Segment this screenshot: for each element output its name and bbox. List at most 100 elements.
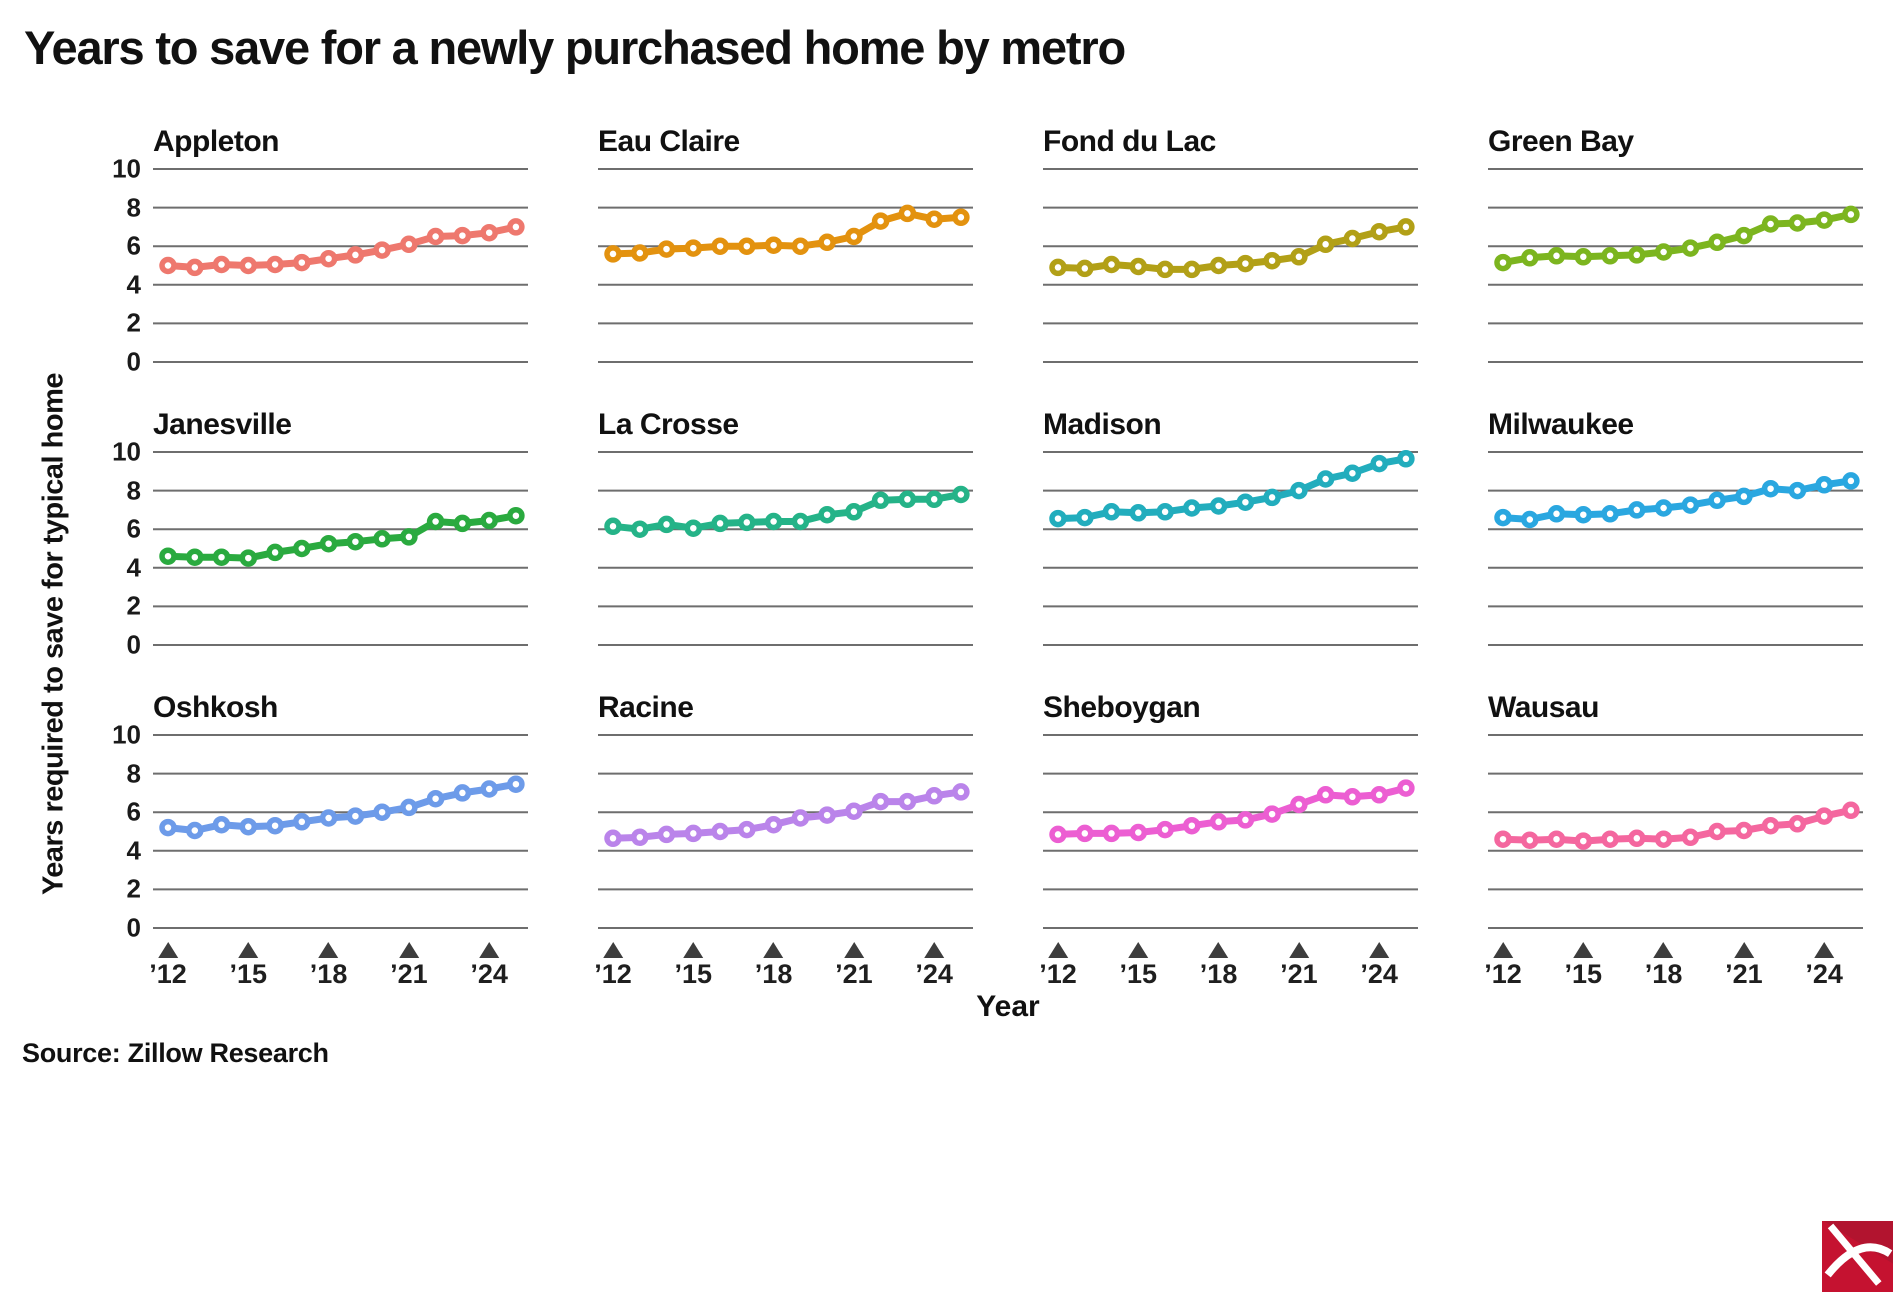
- x-tick-label: ’18: [754, 959, 793, 989]
- panel-title-green-bay: Green Bay: [1488, 125, 1634, 158]
- line-chart-milwaukee: [1488, 451, 1863, 646]
- data-point-2023: [1788, 214, 1807, 232]
- data-point-2023: [453, 226, 472, 245]
- data-point-2015: [684, 519, 703, 537]
- publisher-logo pickaxe-icon: [1822, 1221, 1893, 1292]
- data-point-2016: [1601, 505, 1619, 523]
- x-tick-2021: ’21: [1280, 935, 1318, 988]
- data-point-2015: [684, 824, 703, 843]
- triangle-up-tick-icon: [318, 942, 339, 958]
- x-axis: ’12 ’15 ’18 ’21 ’24: [594, 935, 973, 1007]
- plot-area: [598, 730, 973, 935]
- data-point-2019: [791, 237, 810, 255]
- data-point-2013: [186, 258, 204, 277]
- data-point-2021: [845, 503, 863, 521]
- x-tick-2024: ’24: [1805, 935, 1843, 988]
- x-tick-2018: ’18: [1200, 935, 1237, 988]
- triangle-up-tick-icon: [1047, 942, 1068, 958]
- pickaxe-head: [1824, 1243, 1893, 1278]
- y-tick-label: 0: [126, 346, 141, 377]
- line-chart-fond-du-lac: [1043, 168, 1418, 363]
- panel-sheboygan: Sheboygan ’12 ’15 ’18 ’21 ’24: [1039, 690, 1418, 1007]
- x-tick-label: ’12: [594, 959, 632, 989]
- data-point-2015: [1574, 832, 1593, 850]
- data-point-2021: [1290, 481, 1308, 500]
- x-tick-2024: ’24: [1360, 935, 1398, 988]
- panel-title-fond-du-lac: Fond du Lac: [1043, 125, 1216, 158]
- data-point-2019: [1681, 496, 1700, 514]
- data-point-2025: [1842, 801, 1860, 820]
- data-point-2024: [925, 210, 943, 228]
- panel-fond-du-lac: Fond du Lac: [1043, 124, 1418, 369]
- data-point-2017: [1628, 501, 1646, 519]
- x-tick-2018: ’18: [754, 935, 793, 989]
- x-tick-label: ’24: [915, 959, 953, 989]
- data-point-2014: [657, 825, 676, 844]
- data-point-2018: [1209, 256, 1228, 275]
- y-tick-label: 0: [126, 629, 141, 660]
- y-tick-label: 2: [126, 307, 141, 338]
- data-point-2016: [711, 514, 729, 533]
- data-point-2020: [373, 530, 391, 548]
- data-point-2013: [1521, 510, 1539, 529]
- data-point-2013: [186, 821, 204, 840]
- data-point-2018: [1654, 243, 1673, 261]
- data-point-2023: [898, 204, 917, 223]
- data-point-2023: [898, 792, 917, 811]
- data-point-2012: [1494, 830, 1512, 848]
- data-point-2017: [738, 513, 756, 532]
- data-point-2019: [1236, 493, 1255, 511]
- source-credit: Source: Zillow Research: [22, 1038, 329, 1068]
- panel-title-oshkosh: Oshkosh: [153, 691, 278, 724]
- data-point-2017: [293, 253, 311, 272]
- data-point-2017: [738, 820, 756, 839]
- data-point-2012: [604, 517, 622, 536]
- data-point-2020: [818, 505, 836, 524]
- data-point-2018: [764, 512, 783, 531]
- data-point-2023: [1343, 788, 1362, 806]
- data-point-2017: [1628, 246, 1646, 264]
- data-point-2013: [1521, 831, 1539, 849]
- plot-area: [1488, 164, 1863, 369]
- data-point-2019: [1236, 811, 1255, 829]
- x-axis: ’12 ’15 ’18 ’21 ’24: [149, 935, 528, 1007]
- data-point-2024: [925, 490, 943, 509]
- x-tick-2012: ’12: [594, 935, 632, 988]
- plot-area: [598, 447, 973, 652]
- line-chart-wausau: [1488, 734, 1863, 929]
- y-tick-label: 6: [126, 513, 141, 544]
- plot-area: [1043, 730, 1418, 935]
- x-tick-2012: ’12: [1039, 935, 1077, 988]
- x-tick-label: ’24: [1360, 959, 1398, 989]
- panel-appleton: Appleton 0 2 4 6 8 10: [112, 124, 528, 374]
- panel-madison: Madison: [1043, 407, 1418, 652]
- x-tick-label: ’21: [390, 959, 428, 989]
- data-point-2015: [1574, 248, 1593, 266]
- line-chart-oshkosh: [153, 734, 528, 929]
- data-point-2019: [1681, 828, 1700, 847]
- x-tick-2021: ’21: [835, 935, 873, 988]
- triangle-up-tick-icon: [1653, 942, 1674, 958]
- triangle-up-tick-icon: [1733, 942, 1754, 958]
- panel-title-la-crosse: La Crosse: [598, 408, 739, 441]
- y-tick-label: 4: [126, 835, 141, 866]
- data-point-2020: [818, 806, 836, 824]
- panel-janesville: Janesville 0 2 4 6 8 10: [112, 407, 528, 657]
- data-point-2016: [711, 237, 729, 255]
- panel-green-bay: Green Bay: [1488, 124, 1863, 369]
- data-point-2021: [400, 528, 418, 546]
- x-tick-label: ’15: [674, 959, 713, 989]
- plot-area: [1488, 730, 1863, 935]
- data-point-2021: [845, 802, 863, 820]
- y-tick-label: 8: [126, 475, 141, 506]
- data-point-2012: [1049, 825, 1067, 844]
- data-point-2018: [764, 236, 783, 254]
- triangle-up-tick-icon: [924, 942, 945, 958]
- x-axis: ’12 ’15 ’18 ’21 ’24: [1484, 935, 1863, 1007]
- triangle-up-tick-icon: [843, 942, 864, 958]
- x-axis: ’12 ’15 ’18 ’21 ’24: [1039, 935, 1418, 1007]
- panel-racine: Racine ’12 ’15 ’18 ’21 ’24: [594, 690, 973, 1007]
- x-tick-label: ’24: [470, 959, 508, 989]
- data-point-2012: [1049, 509, 1067, 528]
- line-chart-sheboygan: [1043, 734, 1418, 929]
